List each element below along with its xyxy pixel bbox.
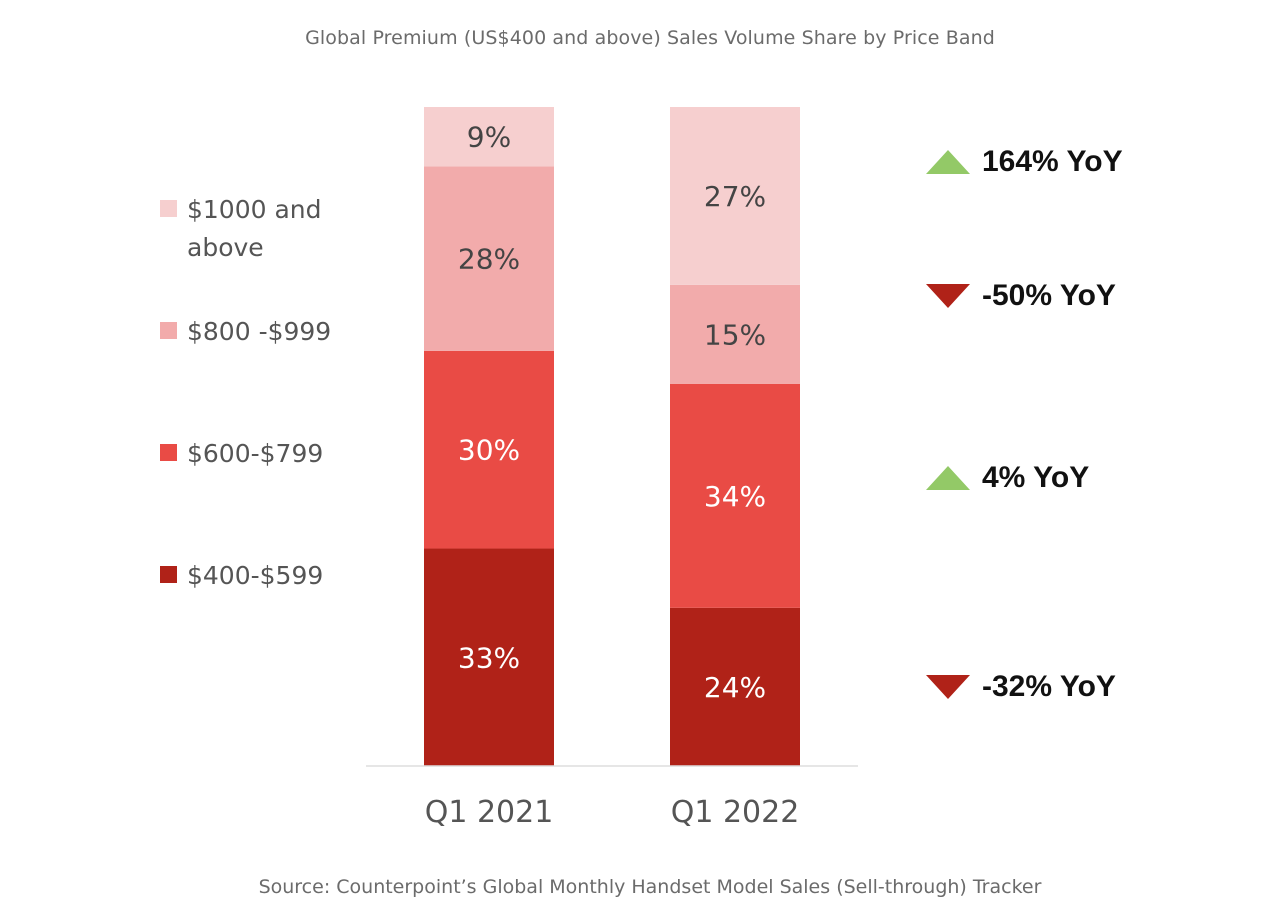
data-label: 34% [704,480,766,513]
yoy-label: 164% YoY [982,145,1123,178]
legend-label: $800 -$999 [187,317,332,346]
bar-segment [424,548,554,766]
bar-segment [670,284,800,384]
data-label: 24% [704,671,766,704]
x-tick-label: Q1 2021 [425,795,554,830]
legend-swatch [160,322,177,339]
yoy-annotation: -32% YoY [926,670,1116,704]
triangle-up-icon [926,150,970,174]
legend-label: $1000 and above [187,195,322,262]
x-axis-tick-labels: Q1 2021 Q1 2022 [425,795,800,830]
data-label: 33% [458,641,520,674]
triangle-down-icon [926,284,970,308]
legend-item: $1000 and above [160,191,380,267]
data-label: 28% [458,243,520,276]
yoy-annotation: -50% YoY [926,279,1116,313]
bar-segment [424,107,554,167]
source-note: Source: Counterpoint’s Global Monthly Ha… [258,876,1042,898]
data-label: 30% [458,434,520,467]
legend-item: $400-$599 [160,557,380,595]
bars-group: 33% 30% 28% 9% 24% 34% 15% 27% [424,107,800,766]
bar-segment [670,383,800,608]
yoy-label: 4% YoY [982,461,1090,494]
legend-item: $800 -$999 [160,313,380,351]
data-label: 27% [704,180,766,213]
legend-swatch [160,200,177,217]
legend-item: $600-$799 [160,435,380,473]
legend-label: $400-$599 [187,561,324,590]
chart-title: Global Premium (US$400 and above) Sales … [305,27,995,49]
yoy-label: -50% YoY [982,279,1116,312]
bar-segment [424,350,554,549]
legend-label: $600-$799 [187,439,324,468]
data-label: 15% [704,318,766,351]
x-tick-label: Q1 2022 [671,795,800,830]
yoy-label: -32% YoY [982,670,1116,703]
bar-segment [670,107,800,285]
bar-segment [424,166,554,351]
triangle-up-icon [926,466,970,490]
data-label: 9% [467,121,511,154]
yoy-annotation: 164% YoY [926,145,1123,179]
yoy-annotation: 4% YoY [926,461,1089,495]
triangle-down-icon [926,675,970,699]
legend-swatch [160,566,177,583]
legend-swatch [160,444,177,461]
bar-segment [670,607,800,766]
